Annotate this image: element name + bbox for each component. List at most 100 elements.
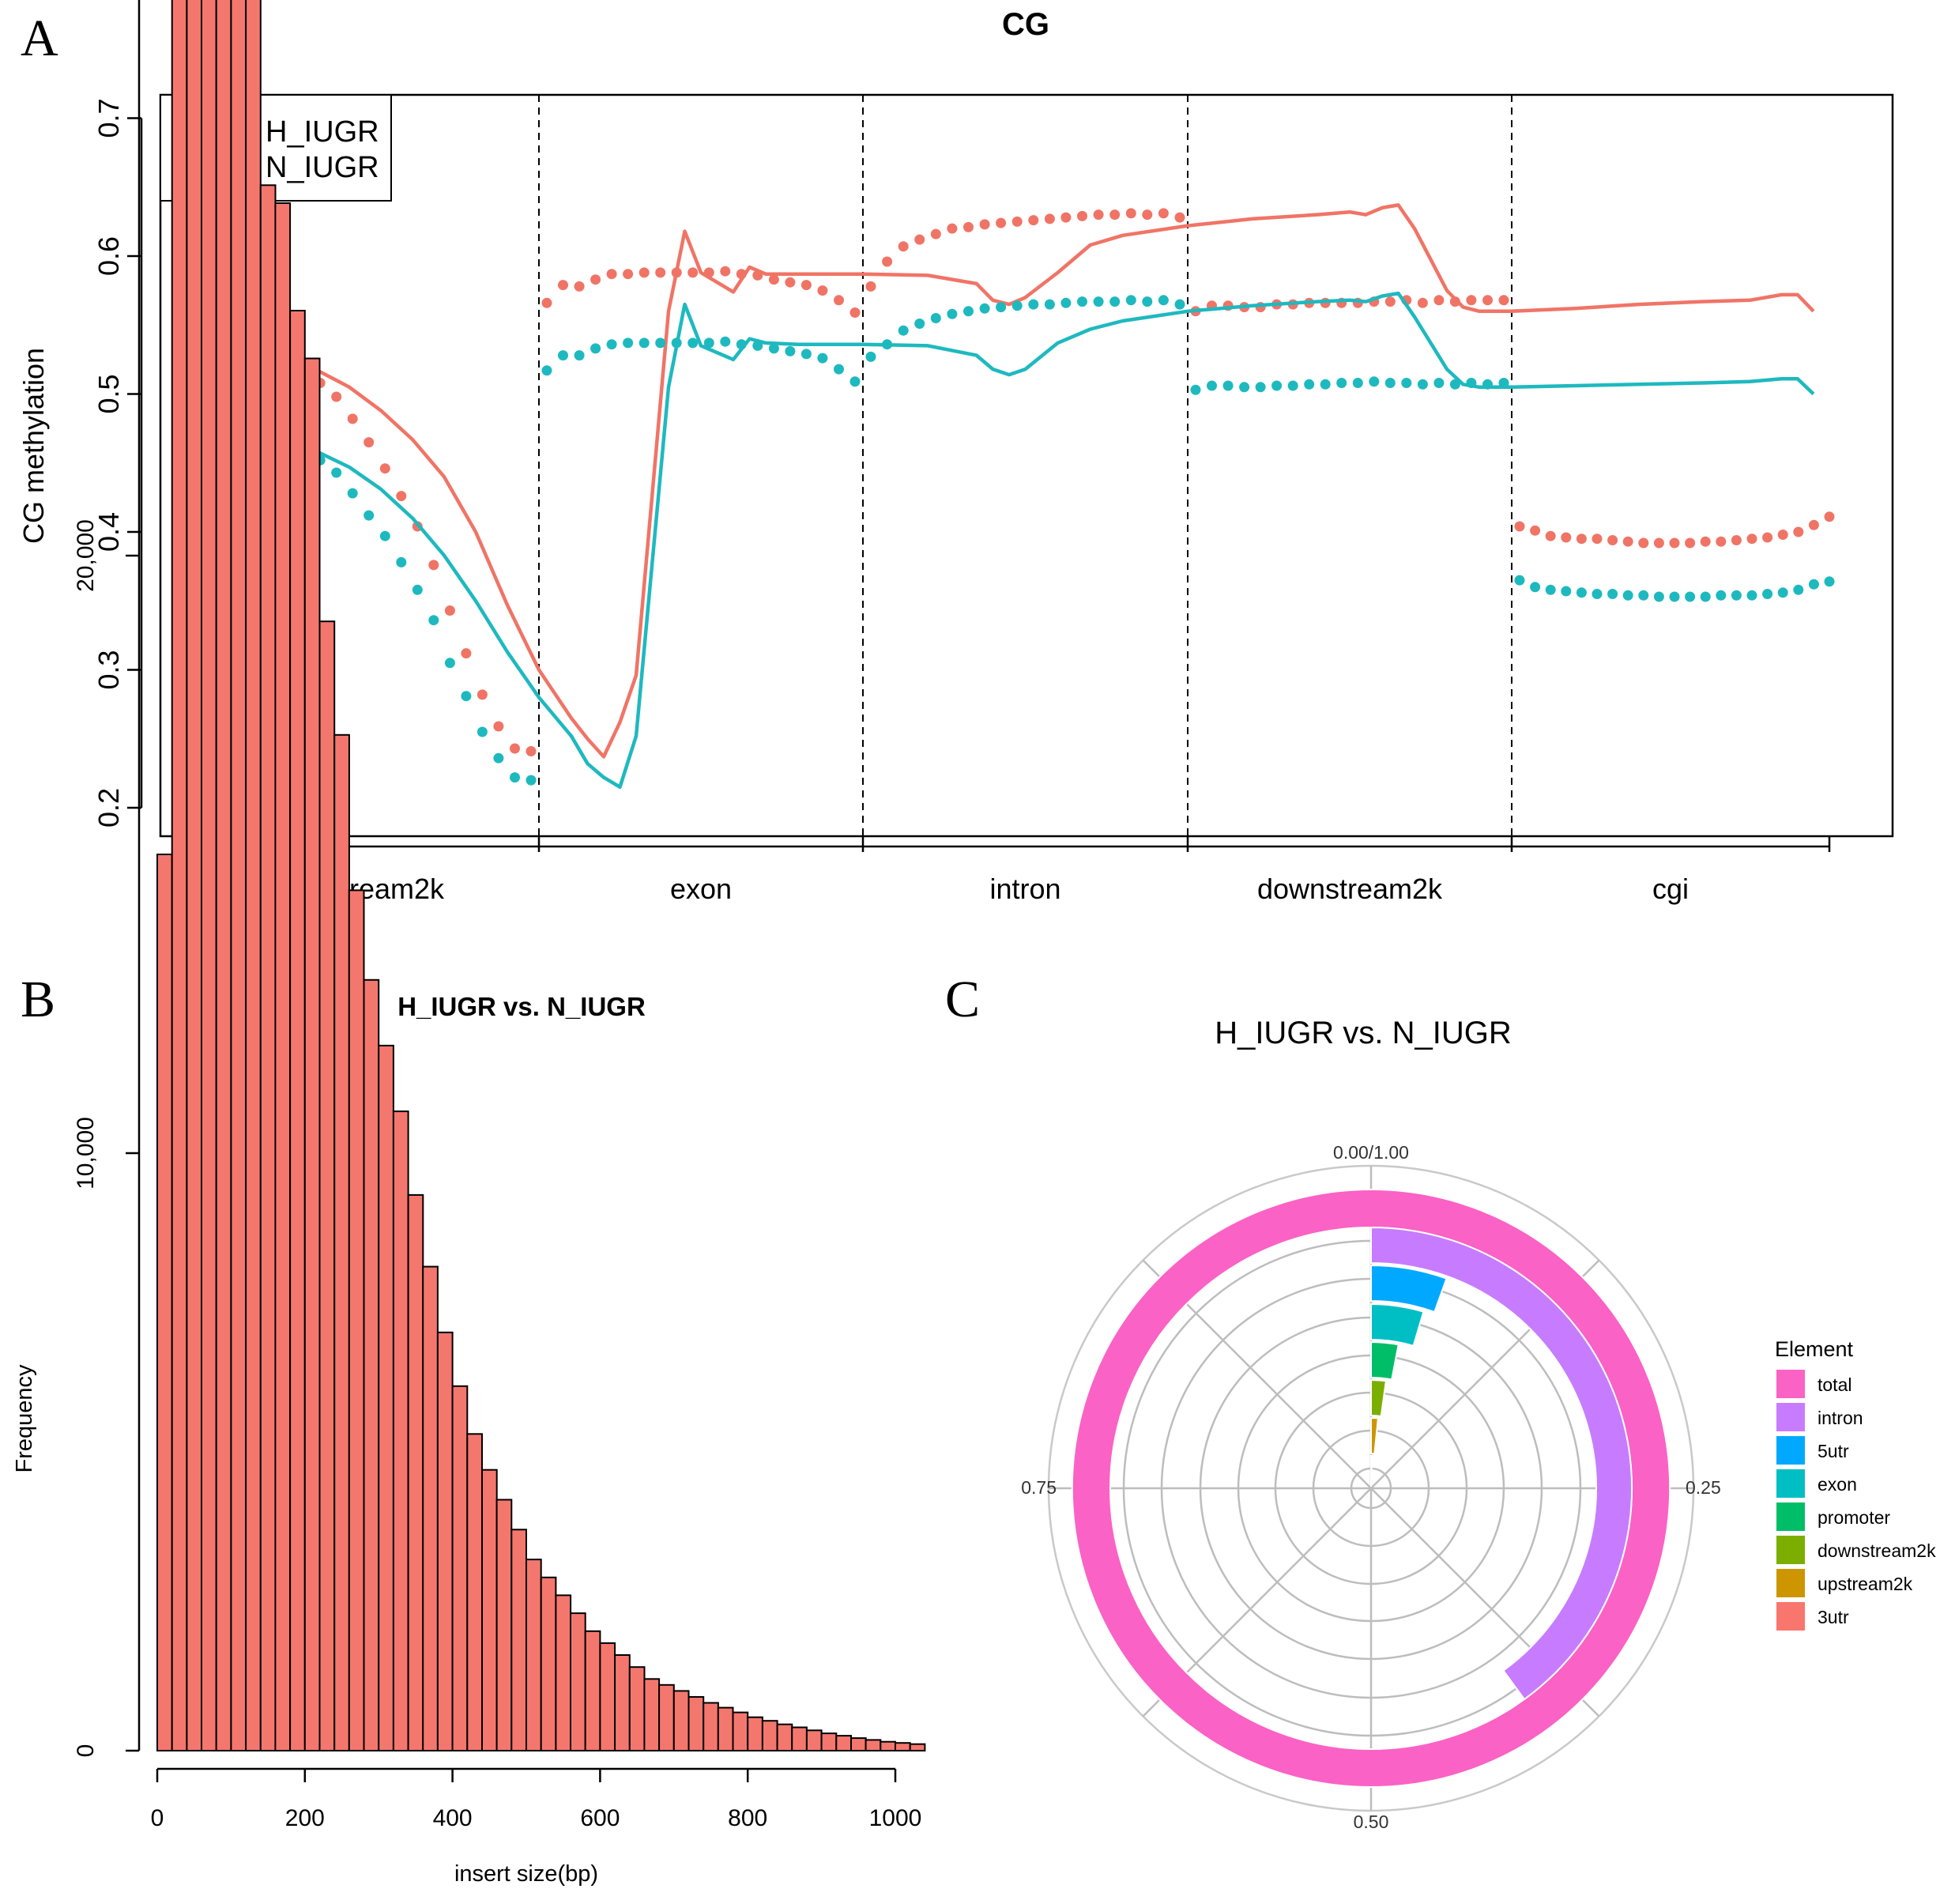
point-h-iugr: [1011, 216, 1023, 227]
point-h-iugr: [800, 280, 812, 291]
panel-b-bars: [156, 0, 926, 1752]
histogram-bar: [318, 620, 336, 1752]
histogram-bar: [510, 1529, 527, 1752]
point-h-iugr: [996, 217, 1007, 228]
point-n-iugr: [558, 350, 568, 361]
point-h-iugr: [1731, 535, 1742, 545]
point-h-iugr: [493, 721, 504, 732]
panel-a-x-axis: upstream2k exon intron downstream2k cgi: [221, 836, 1831, 905]
point-n-iugr: [1336, 378, 1347, 388]
histogram-bar: [555, 1594, 572, 1752]
b-x-tick-label: 600: [580, 1805, 620, 1831]
panel-a-letter: A: [21, 9, 58, 67]
point-h-iugr: [930, 228, 941, 239]
point-n-iugr: [687, 337, 699, 349]
histogram-bar: [703, 1702, 719, 1751]
point-n-iugr: [930, 313, 941, 323]
point-n-iugr: [979, 303, 990, 314]
panel-a-plot-frame: [159, 93, 1894, 838]
panel-b-letter: B: [21, 971, 55, 1028]
histogram-bar: [407, 1193, 424, 1751]
point-n-iugr: [623, 337, 634, 349]
panel-c-letter: C: [945, 971, 980, 1028]
point-n-iugr: [1207, 380, 1217, 391]
point-h-iugr: [865, 281, 876, 292]
histogram-bar: [436, 1331, 454, 1752]
point-h-iugr: [817, 285, 828, 296]
legend-label-intron: intron: [1818, 1408, 1863, 1428]
point-n-iugr: [541, 365, 552, 376]
a-y-tick-label: 0.4: [92, 512, 125, 552]
histogram-bar: [495, 1499, 513, 1751]
radial-bar-exon: [1370, 1303, 1425, 1348]
radial-bar-3utr: [1370, 1454, 1373, 1487]
point-h-iugr: [671, 267, 682, 278]
point-n-iugr: [331, 467, 342, 478]
angle-label-075: 0.75: [1021, 1477, 1057, 1498]
point-h-iugr: [914, 234, 925, 245]
b-x-tick-label: 200: [285, 1805, 325, 1831]
histogram-bar: [791, 1726, 808, 1751]
histogram-bar: [525, 1559, 542, 1751]
panel-c-radial-bar-chart: H_IUGR vs. N_IUGR 0.00/1.00 0.25 0.50 0.…: [1021, 1016, 1936, 1832]
point-h-iugr: [364, 437, 375, 448]
point-n-iugr: [1808, 579, 1819, 590]
point-h-iugr: [379, 463, 390, 474]
point-h-iugr: [1700, 536, 1711, 547]
point-h-iugr: [1607, 535, 1618, 545]
histogram-bar: [880, 1740, 897, 1751]
series-h-iugr: [217, 203, 1835, 759]
point-h-iugr: [1824, 511, 1835, 522]
panel-b-y-axis-label: Frequency: [12, 1364, 37, 1473]
a-x-tick-label-intron: intron: [989, 873, 1060, 905]
histogram-bar: [156, 854, 173, 1751]
histogram-bar: [540, 1576, 557, 1752]
point-n-iugr: [1369, 376, 1380, 387]
point-h-iugr: [1669, 537, 1680, 549]
point-h-iugr: [558, 280, 568, 291]
legend-swatch-3utr: [1776, 1602, 1805, 1631]
point-h-iugr: [541, 297, 552, 308]
point-n-iugr: [428, 615, 439, 626]
point-h-iugr: [1592, 533, 1603, 545]
point-n-iugr: [655, 337, 666, 349]
legend-swatch-upstream2k: [1776, 1569, 1805, 1597]
point-n-iugr: [1685, 591, 1696, 602]
histogram-bar: [895, 1742, 911, 1751]
point-n-iugr: [1746, 590, 1757, 601]
point-n-iugr: [736, 339, 747, 350]
point-n-iugr: [800, 349, 812, 360]
point-n-iugr: [1239, 382, 1250, 393]
point-n-iugr: [882, 339, 893, 350]
point-n-iugr: [898, 325, 909, 336]
point-n-iugr: [671, 337, 682, 349]
point-h-iugr: [1746, 533, 1757, 545]
point-h-iugr: [347, 413, 358, 424]
point-n-iugr: [1401, 378, 1412, 388]
legend-label-total: total: [1818, 1374, 1851, 1395]
point-h-iugr: [1808, 519, 1819, 530]
point-h-iugr: [979, 219, 990, 230]
series-line-h-iugr: [222, 203, 1815, 759]
point-n-iugr: [1653, 591, 1664, 602]
point-n-iugr: [461, 691, 472, 702]
point-n-iugr: [1545, 584, 1556, 595]
point-h-iugr: [606, 269, 617, 280]
point-n-iugr: [768, 343, 779, 354]
point-n-iugr: [1716, 590, 1727, 601]
histogram-bar: [451, 1385, 469, 1752]
point-n-iugr: [1466, 378, 1477, 388]
point-n-iugr: [1142, 296, 1153, 307]
histogram-bar: [378, 1044, 394, 1751]
point-n-iugr: [996, 302, 1007, 313]
point-h-iugr: [1158, 208, 1169, 219]
point-n-iugr: [1190, 384, 1201, 395]
legend-n-iugr-label: N_IUGR: [266, 151, 379, 184]
histogram-bar: [584, 1630, 601, 1752]
point-n-iugr: [1222, 380, 1234, 391]
histogram-bar: [672, 1690, 690, 1751]
point-h-iugr: [510, 743, 520, 754]
point-n-iugr: [444, 658, 455, 669]
